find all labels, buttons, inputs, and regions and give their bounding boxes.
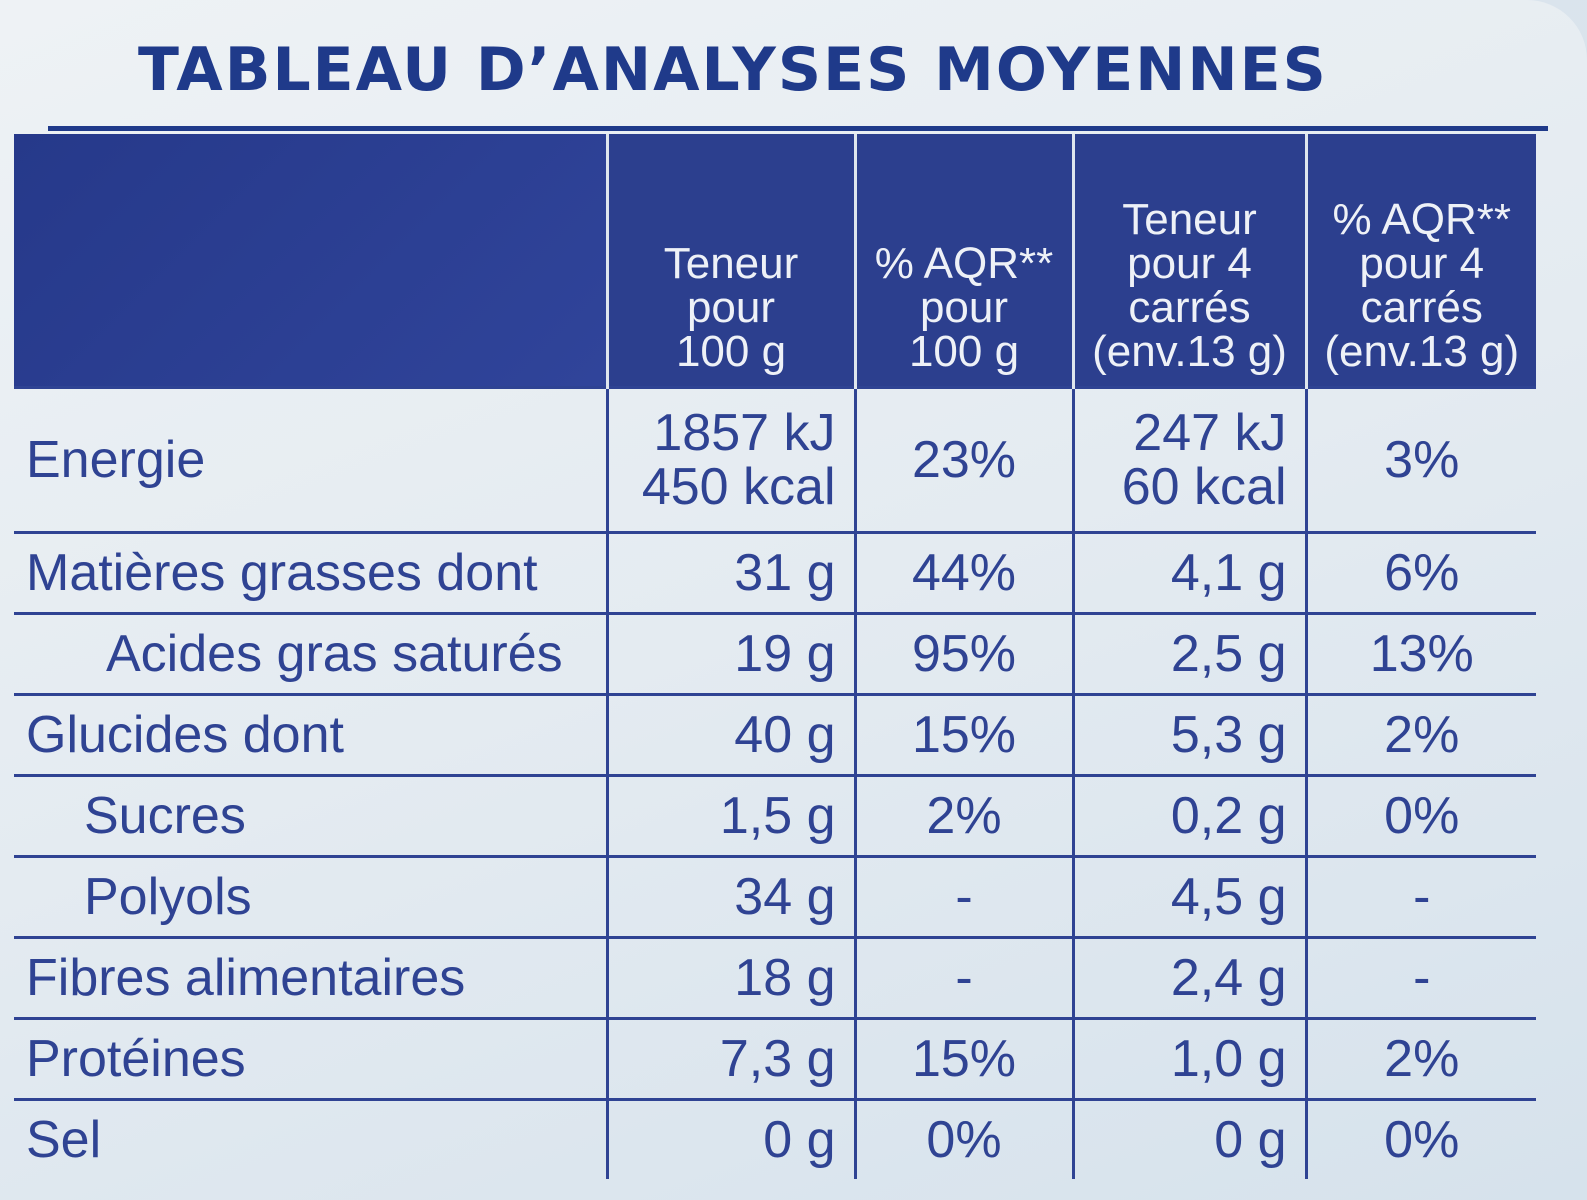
header-corner-cell	[14, 134, 607, 388]
nutrient-name: Matières grasses dont	[14, 531, 607, 614]
aqr-per-100g: 95%	[853, 612, 1073, 695]
value-per-100g: 1857 kJ 450 kcal	[605, 386, 855, 533]
value-per-4-carres: 2,5 g	[1071, 612, 1306, 695]
header-line: 100 g	[675, 327, 787, 376]
header-line: pour	[686, 283, 776, 332]
nutrient-name: Sel	[14, 1098, 607, 1179]
aqr-per-100g: -	[853, 855, 1073, 938]
aqr-per-4-carres: 3%	[1304, 386, 1536, 533]
value-per-100g: 1,5 g	[605, 774, 855, 857]
nutrient-name: Polyols	[14, 855, 607, 938]
header-line: pour 4	[1127, 239, 1252, 288]
nutrient-name: Fibres alimentaires	[14, 936, 607, 1019]
header-teneur-4-carres: Teneur pour 4 carrés (env.13 g)	[1071, 134, 1306, 388]
header-line: Teneur	[663, 239, 799, 288]
value-per-4-carres: 4,1 g	[1071, 531, 1306, 614]
table-row-sel: Sel 0 g 0% 0 g 0%	[14, 1098, 1536, 1179]
aqr-per-4-carres: -	[1304, 855, 1536, 938]
value-kcal: 450 kcal	[641, 458, 836, 516]
aqr-per-100g: -	[853, 936, 1073, 1019]
value-per-100g: 19 g	[605, 612, 855, 695]
table-row-sucres: Sucres 1,5 g 2% 0,2 g 0%	[14, 774, 1536, 857]
table-row-glucides: Glucides dont 40 g 15% 5,3 g 2%	[14, 693, 1536, 776]
header-line: Teneur	[1122, 195, 1257, 244]
aqr-per-4-carres: -	[1304, 936, 1536, 1019]
aqr-per-4-carres: 2%	[1304, 1017, 1536, 1100]
table-header: Teneur pour 100 g % AQR** pour 100 g Ten…	[14, 134, 1536, 388]
header-line: pour 4	[1359, 239, 1485, 288]
value-per-4-carres: 0 g	[1071, 1098, 1306, 1179]
table-row-proteines: Protéines 7,3 g 15% 1,0 g 2%	[14, 1017, 1536, 1100]
nutrition-table: Teneur pour 100 g % AQR** pour 100 g Ten…	[14, 134, 1536, 1179]
header-line: pour	[919, 283, 1009, 332]
aqr-per-100g: 15%	[853, 1017, 1073, 1100]
value-per-100g: 34 g	[605, 855, 855, 938]
table-row-fibres: Fibres alimentaires 18 g - 2,4 g -	[14, 936, 1536, 1019]
header-line: carrés	[1360, 283, 1483, 332]
header-aqr-4-carres: % AQR** pour 4 carrés (env.13 g)	[1304, 134, 1536, 388]
value-per-4-carres: 1,0 g	[1071, 1017, 1306, 1100]
header-line: (env.13 g)	[1092, 327, 1287, 376]
nutrient-name: Energie	[14, 386, 607, 533]
nutrient-name: Glucides dont	[14, 693, 607, 776]
aqr-per-100g: 23%	[853, 386, 1073, 533]
title-underline	[48, 126, 1548, 131]
table-row-energie: Energie 1857 kJ 450 kcal 23% 247 kJ 60 k…	[14, 386, 1536, 533]
table-row-polyols: Polyols 34 g - 4,5 g -	[14, 855, 1536, 938]
aqr-per-4-carres: 0%	[1304, 1098, 1536, 1179]
value-kj: 1857 kJ	[653, 404, 836, 462]
value-per-100g: 40 g	[605, 693, 855, 776]
header-teneur-100g: Teneur pour 100 g	[605, 134, 855, 388]
nutrient-name: Acides gras saturés	[14, 612, 607, 695]
value-per-100g: 7,3 g	[605, 1017, 855, 1100]
table-title: TABLEAU D’ANALYSES MOYENNES	[138, 35, 1328, 105]
value-per-4-carres: 5,3 g	[1071, 693, 1306, 776]
value-kcal: 60 kcal	[1121, 458, 1287, 516]
aqr-per-4-carres: 2%	[1304, 693, 1536, 776]
value-kj: 247 kJ	[1133, 404, 1287, 462]
aqr-per-4-carres: 13%	[1304, 612, 1536, 695]
value-per-4-carres: 0,2 g	[1071, 774, 1306, 857]
value-per-4-carres: 2,4 g	[1071, 936, 1306, 1019]
nutrient-name: Protéines	[14, 1017, 607, 1100]
header-row: Teneur pour 100 g % AQR** pour 100 g Ten…	[14, 134, 1536, 388]
header-line: (env.13 g)	[1324, 327, 1520, 376]
table-row-acides-gras-satures: Acides gras saturés 19 g 95% 2,5 g 13%	[14, 612, 1536, 695]
value-per-100g: 0 g	[605, 1098, 855, 1179]
header-line: carrés	[1128, 283, 1251, 332]
value-per-4-carres: 247 kJ 60 kcal	[1071, 386, 1306, 533]
aqr-per-100g: 15%	[853, 693, 1073, 776]
value-per-4-carres: 4,5 g	[1071, 855, 1306, 938]
header-aqr-100g: % AQR** pour 100 g	[853, 134, 1073, 388]
header-line: % AQR**	[874, 239, 1054, 288]
value-per-100g: 18 g	[605, 936, 855, 1019]
table-row-matieres-grasses: Matières grasses dont 31 g 44% 4,1 g 6%	[14, 531, 1536, 614]
value-per-100g: 31 g	[605, 531, 855, 614]
header-line: 100 g	[908, 327, 1020, 376]
nutrient-name: Sucres	[14, 774, 607, 857]
header-line: % AQR**	[1332, 195, 1511, 244]
aqr-per-100g: 44%	[853, 531, 1073, 614]
aqr-per-100g: 0%	[853, 1098, 1073, 1179]
aqr-per-4-carres: 0%	[1304, 774, 1536, 857]
table-body: Energie 1857 kJ 450 kcal 23% 247 kJ 60 k…	[14, 386, 1536, 1179]
aqr-per-100g: 2%	[853, 774, 1073, 857]
aqr-per-4-carres: 6%	[1304, 531, 1536, 614]
